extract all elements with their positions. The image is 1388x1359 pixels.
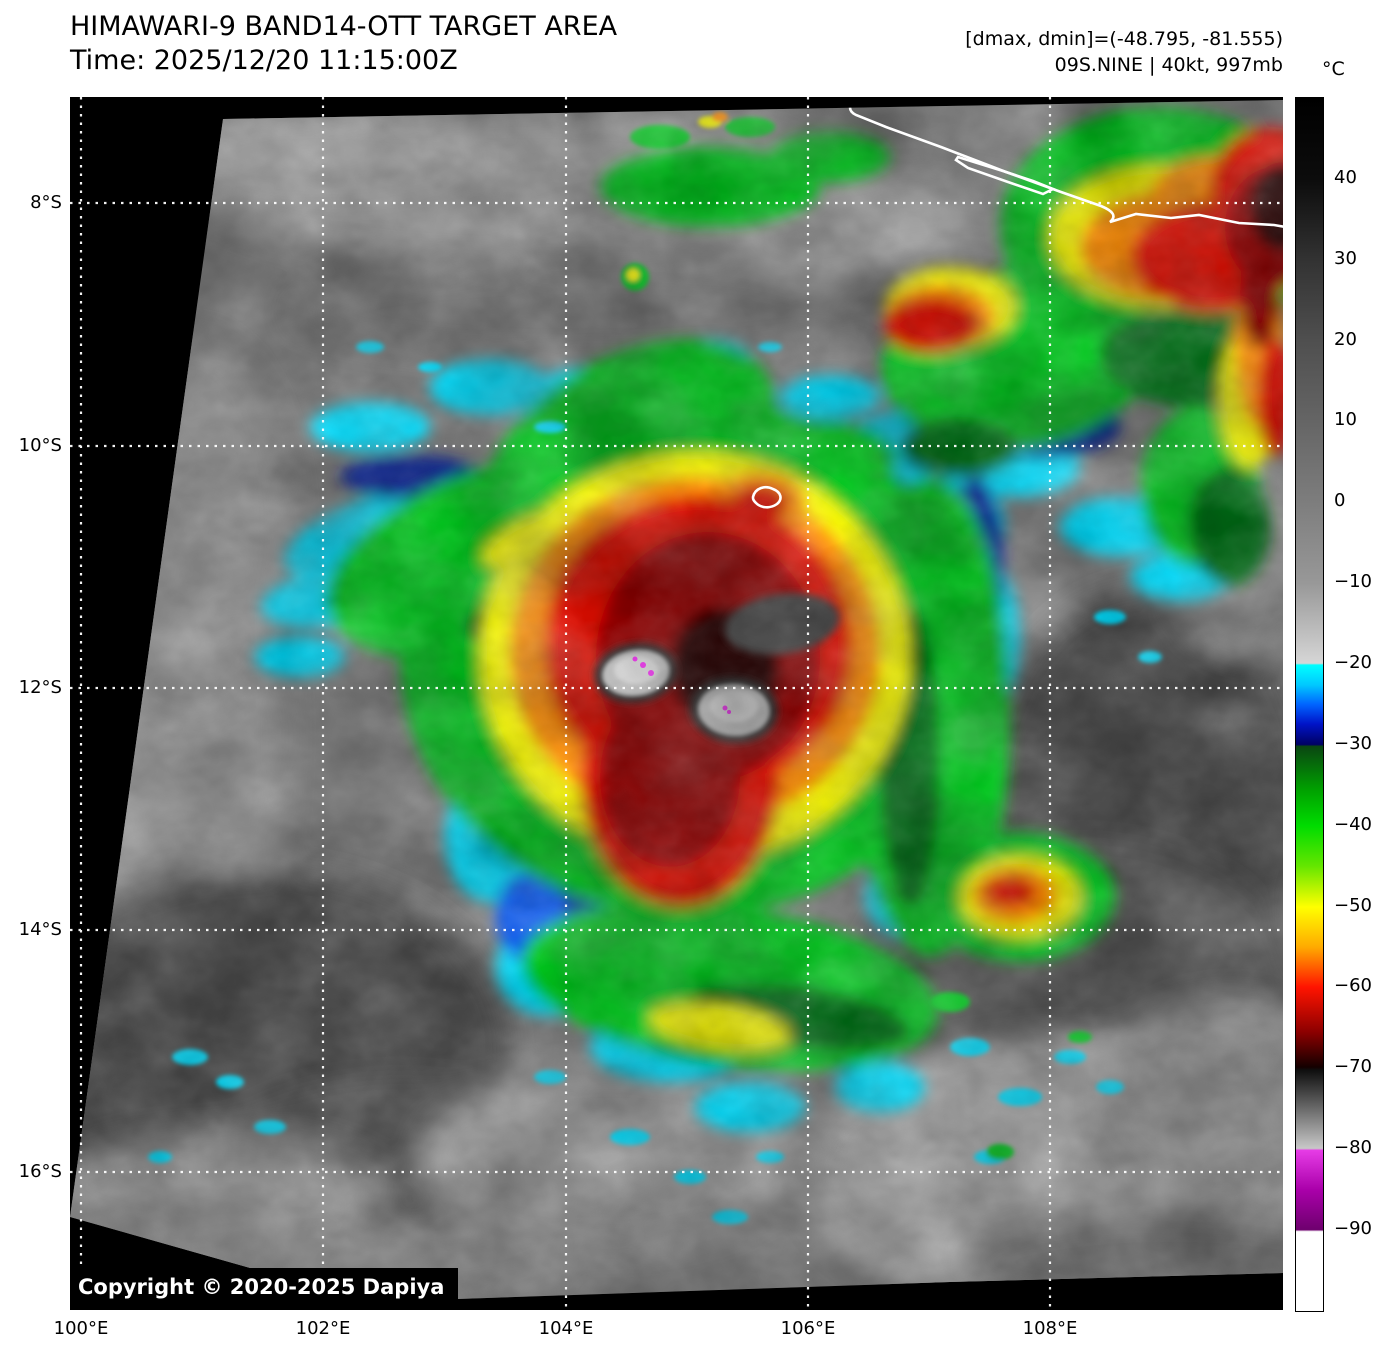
cb-tick-m10: −10: [1334, 571, 1372, 592]
cb-tick-m80: −80: [1334, 1137, 1372, 1158]
lon-label-108e: 108°E: [1022, 1318, 1078, 1339]
lon-label-104e: 104°E: [538, 1318, 594, 1339]
lon-label-102e: 102°E: [295, 1318, 351, 1339]
cb-tick-m60: −60: [1334, 975, 1372, 996]
lon-label-106e: 106°E: [780, 1318, 836, 1339]
cb-tick-10: 10: [1334, 409, 1357, 430]
cb-tick-30: 30: [1334, 248, 1357, 269]
annotations: [dmax, dmin]=(-48.795, -81.555) 09S.NINE…: [965, 26, 1283, 78]
cb-tick-m20: −20: [1334, 652, 1372, 673]
colorbar-unit-label: °C: [1322, 58, 1345, 80]
noise-dark: [70, 100, 1283, 1302]
cb-tick-m30: −30: [1334, 733, 1372, 754]
cb-tick-m90: −90: [1334, 1218, 1372, 1239]
cb-tick-40: 40: [1334, 167, 1357, 188]
christmas-island-outline: [751, 485, 782, 509]
time-line: Time: 2025/12/20 11:15:00Z: [70, 45, 458, 76]
lat-label-16s: 16°S: [18, 1161, 62, 1182]
page-title: HIMAWARI-9 BAND14-OTT TARGET AREA Time: 2…: [70, 10, 617, 78]
temperature-colorbar: [1295, 97, 1324, 1312]
copyright-badge: Copyright © 2020-2025 Dapiya: [70, 1268, 459, 1308]
cb-tick-m50: −50: [1334, 895, 1372, 916]
satellite-imagery: [70, 97, 1283, 1310]
lon-label-100e: 100°E: [53, 1318, 109, 1339]
image-swath: [70, 100, 1283, 1302]
satellite-map: Copyright © 2020-2025 Dapiya: [70, 97, 1283, 1310]
cb-tick-0: 0: [1334, 490, 1346, 511]
lat-label-8s: 8°S: [30, 192, 62, 213]
lat-label-14s: 14°S: [18, 919, 62, 940]
cb-tick-m40: −40: [1334, 814, 1372, 835]
cb-tick-m70: −70: [1334, 1056, 1372, 1077]
title-line: HIMAWARI-9 BAND14-OTT TARGET AREA: [70, 11, 618, 42]
storm-info-label: 09S.NINE | 40kt, 997mb: [1054, 54, 1283, 76]
dmax-dmin-label: [dmax, dmin]=(-48.795, -81.555): [965, 28, 1283, 50]
coastline: [751, 100, 1283, 509]
lat-label-10s: 10°S: [18, 435, 62, 456]
cb-tick-20: 20: [1334, 329, 1357, 350]
lat-label-12s: 12°S: [18, 677, 62, 698]
